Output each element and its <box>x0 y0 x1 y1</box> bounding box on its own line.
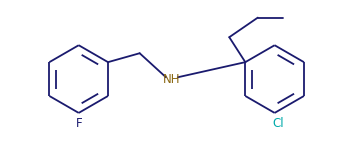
Text: NH: NH <box>163 73 180 86</box>
Text: Cl: Cl <box>272 117 284 130</box>
Text: F: F <box>75 117 82 130</box>
